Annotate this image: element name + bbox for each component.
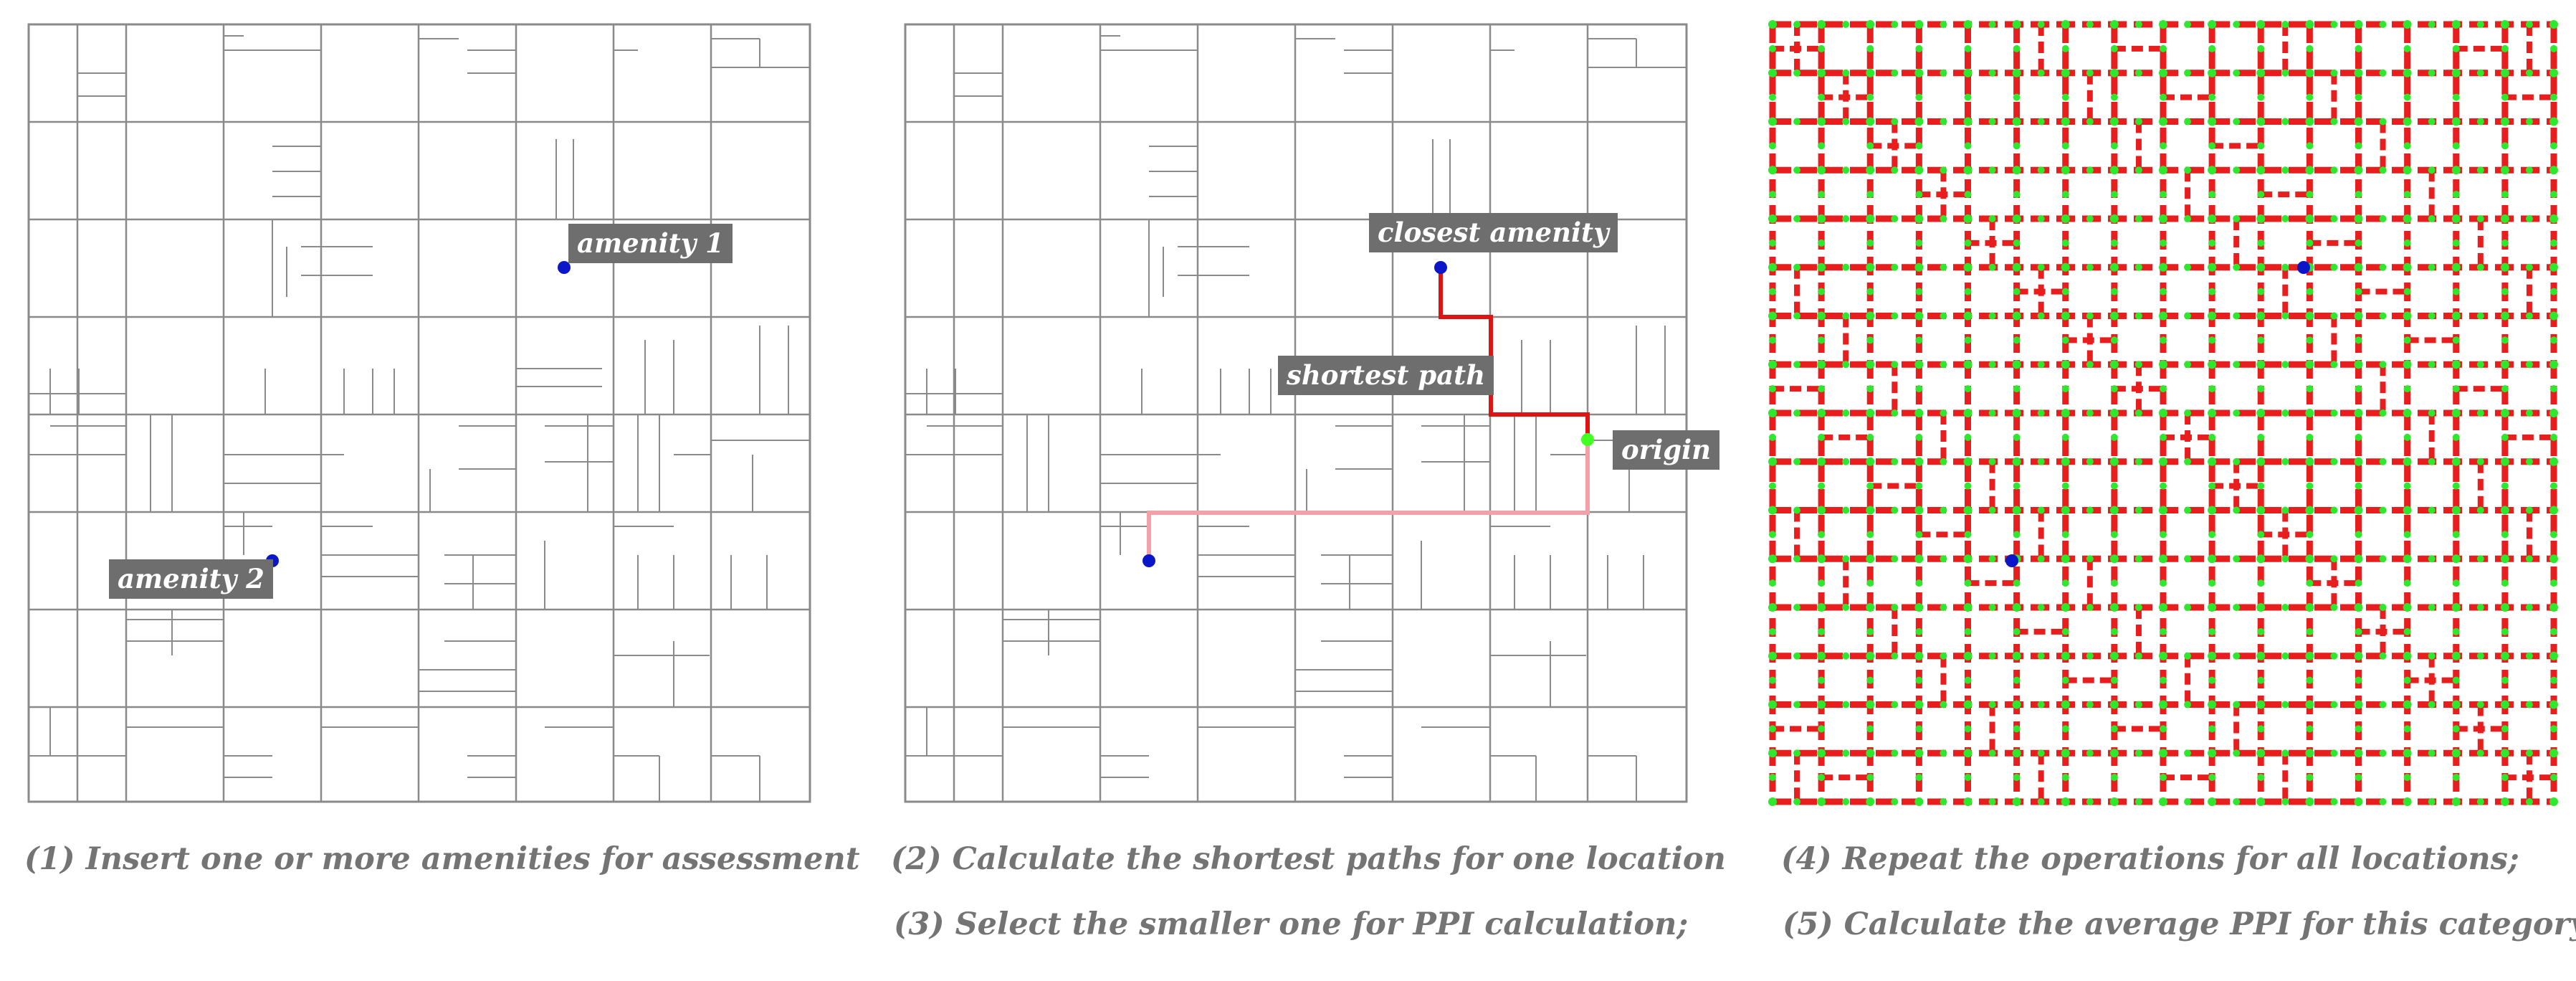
network-amenity-1-dot <box>2297 261 2310 274</box>
farther-amenity-dot <box>1142 554 1155 567</box>
amenity-1-label: amenity 1 <box>568 224 733 263</box>
caption-step-1: (1) Insert one or more amenities for ass… <box>24 841 860 877</box>
alternative-path <box>1147 440 1590 561</box>
origin-dot <box>1581 433 1594 446</box>
closest-amenity-label: closest amenity <box>1369 213 1618 252</box>
panel-2-map <box>904 23 1688 803</box>
caption-step-2: (2) Calculate the shortest paths for one… <box>891 841 1726 877</box>
panel-3-network <box>1768 20 2558 806</box>
closest-amenity-dot <box>1434 261 1447 274</box>
origin-label: origin <box>1613 430 1720 470</box>
amenity-1-dot <box>558 261 571 274</box>
caption-step-4: (4) Repeat the operations for all locati… <box>1781 841 2519 877</box>
caption-step-5: (5) Calculate the average PPI for this c… <box>1783 906 2576 942</box>
network-nodes <box>1768 20 2558 806</box>
shortest-path-label: shortest path <box>1278 356 1494 395</box>
caption-step-3: (3) Select the smaller one for PPI calcu… <box>894 906 1689 942</box>
panel-1-map <box>27 23 811 803</box>
network-amenity-2-dot <box>2005 554 2018 567</box>
amenity-2-label: amenity 2 <box>109 559 273 599</box>
